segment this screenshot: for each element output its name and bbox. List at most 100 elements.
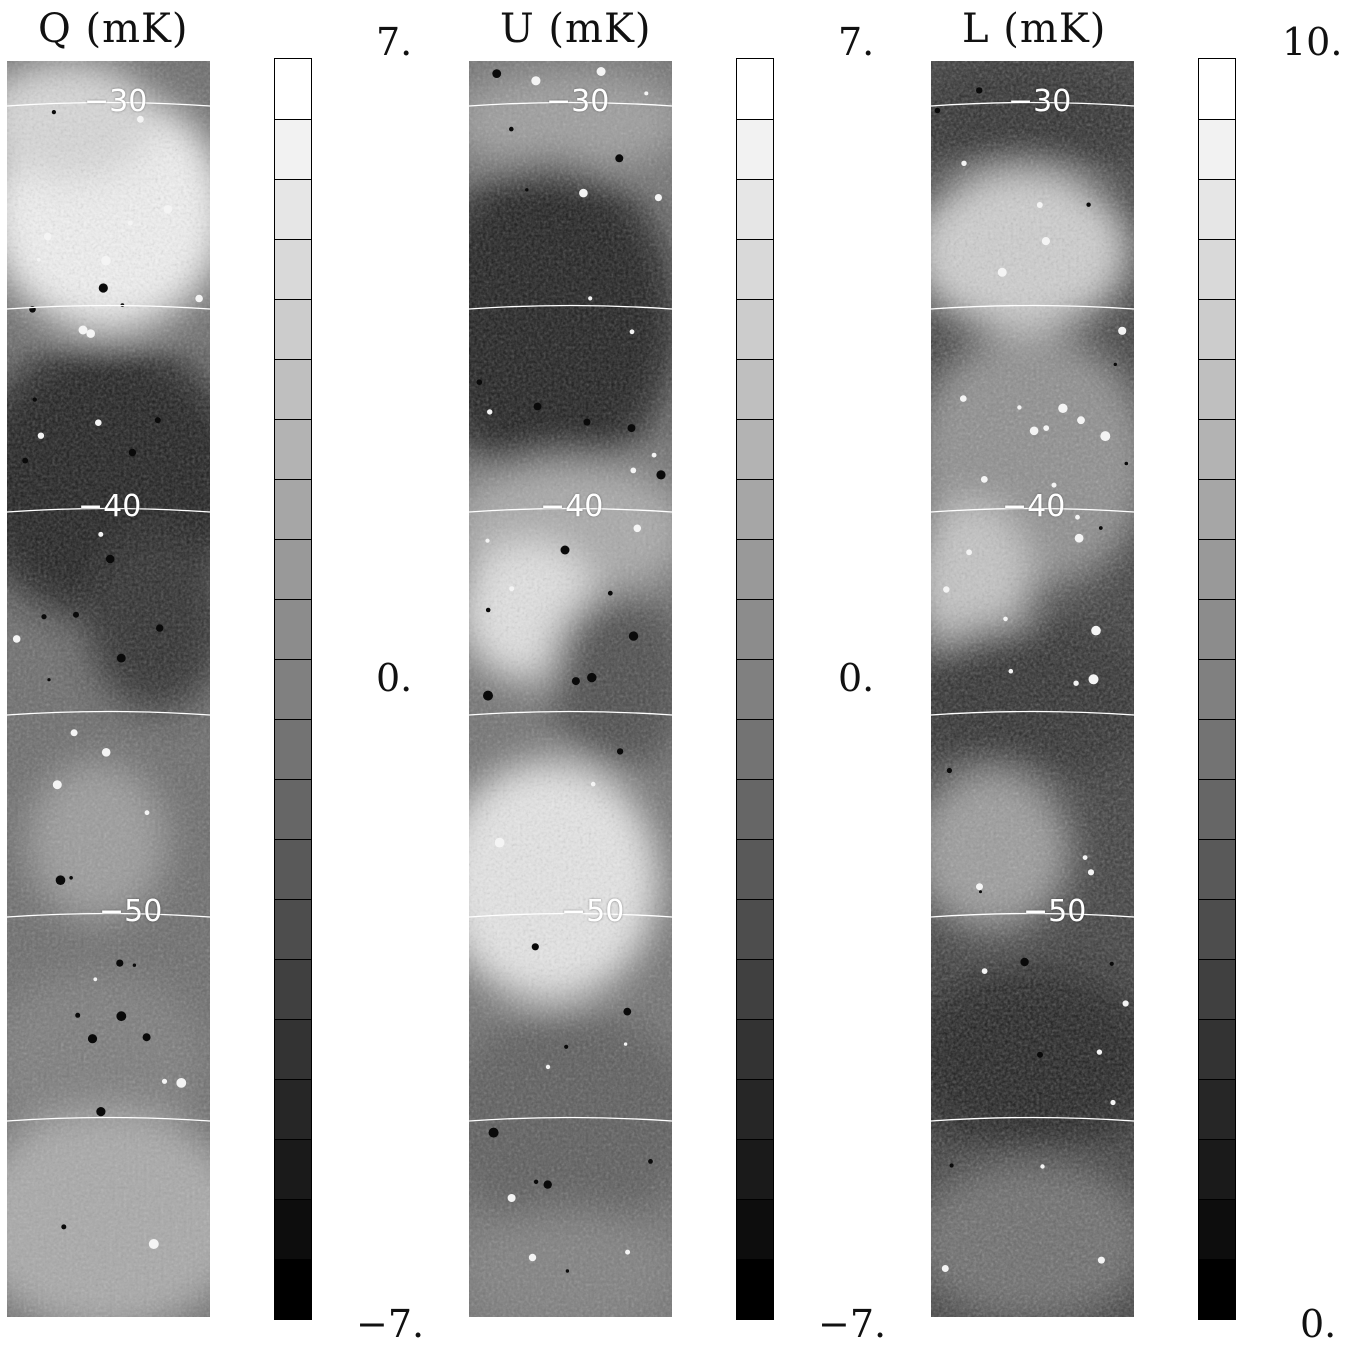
point-source (597, 67, 606, 76)
point-source (961, 161, 966, 166)
panel-q-colorbar-min-label: −7. (356, 1302, 424, 1346)
point-source (96, 1107, 105, 1116)
colorbar-level (275, 1019, 311, 1079)
colorbar-level (1199, 779, 1235, 839)
point-source (156, 624, 163, 631)
point-source (61, 1224, 66, 1229)
colorbar-level (275, 419, 311, 479)
point-source (634, 525, 642, 533)
colorbar-level (1199, 599, 1235, 659)
point-source (947, 768, 952, 773)
point-source (486, 608, 491, 613)
point-source (976, 883, 983, 890)
point-source (566, 1269, 569, 1272)
point-source (652, 453, 657, 458)
panel-q-map (7, 61, 210, 1317)
point-source (630, 329, 635, 334)
colorbar-level (737, 419, 773, 479)
point-source (22, 458, 28, 464)
point-source (106, 555, 115, 564)
point-source (579, 189, 588, 198)
panel-u-colorbar-max-label: 7. (838, 20, 874, 64)
point-source (71, 729, 78, 736)
colorbar-level (1199, 1019, 1235, 1079)
colorbar-level (737, 719, 773, 779)
point-source (935, 108, 941, 114)
colorbar-level (1199, 839, 1235, 899)
colorbar-level (737, 599, 773, 659)
colorbar-level (1199, 1259, 1235, 1319)
colorbar-level (737, 1199, 773, 1259)
colorbar-level (737, 1259, 773, 1319)
point-source (1083, 855, 1088, 860)
point-source (1017, 405, 1021, 409)
point-source (1099, 526, 1103, 530)
point-source (93, 977, 97, 981)
point-source (13, 635, 21, 643)
point-source (1089, 674, 1099, 684)
panel-q-lat-label-50: −50 (99, 894, 162, 929)
point-source (102, 748, 111, 757)
point-source (532, 943, 539, 950)
point-source (942, 1265, 949, 1272)
colorbar-level (275, 1259, 311, 1319)
point-source (628, 424, 636, 432)
colorbar-level (737, 959, 773, 1019)
point-source (1037, 202, 1043, 208)
point-source (615, 154, 623, 162)
colorbar-level (1199, 1079, 1235, 1139)
point-source (29, 306, 36, 313)
point-source (1075, 515, 1080, 520)
colorbar-level (1199, 479, 1235, 539)
point-source (1042, 237, 1050, 245)
point-source (998, 268, 1007, 277)
colorbar-level (275, 1199, 311, 1259)
point-source (509, 586, 514, 591)
point-source (624, 1042, 627, 1045)
point-source (561, 546, 570, 555)
point-source (117, 654, 126, 663)
point-source (133, 964, 136, 967)
point-source (164, 205, 173, 214)
colorbar-level (275, 659, 311, 719)
point-source (1123, 1000, 1129, 1006)
colorbar-level (737, 899, 773, 959)
colorbar-level (737, 1139, 773, 1199)
point-source (943, 586, 949, 592)
point-source (95, 419, 102, 426)
point-source (485, 539, 489, 543)
panel-q-colorbar (274, 58, 312, 1320)
point-source (41, 614, 46, 619)
point-source (1110, 1100, 1115, 1105)
point-source (1086, 203, 1090, 207)
panel-u-title: U (mK) (500, 6, 651, 52)
colorbar-level (1199, 1139, 1235, 1199)
panel-u-lat-label-30: −30 (546, 84, 609, 119)
colorbar-level (737, 59, 773, 119)
colorbar-level (275, 539, 311, 599)
colorbar-level (737, 659, 773, 719)
point-source (1077, 416, 1085, 424)
colorbar-level (275, 1139, 311, 1199)
point-source (52, 110, 56, 114)
point-source (492, 69, 501, 78)
colorbar-level (737, 779, 773, 839)
point-source (56, 875, 66, 885)
point-source (534, 403, 542, 411)
point-source (1009, 669, 1014, 674)
colorbar-level (1199, 59, 1235, 119)
colorbar-level (737, 1079, 773, 1139)
colorbar-level (275, 119, 311, 179)
point-source (195, 295, 203, 303)
point-source (982, 968, 988, 974)
point-source (47, 678, 50, 681)
panel-u-colorbar (736, 58, 774, 1320)
point-source (623, 1008, 631, 1016)
colorbar-level (275, 1079, 311, 1139)
point-source (644, 91, 648, 95)
point-source (1075, 534, 1084, 543)
point-source (630, 468, 636, 474)
colorbar-level (275, 839, 311, 899)
point-source (1030, 427, 1039, 436)
point-source (99, 283, 108, 292)
